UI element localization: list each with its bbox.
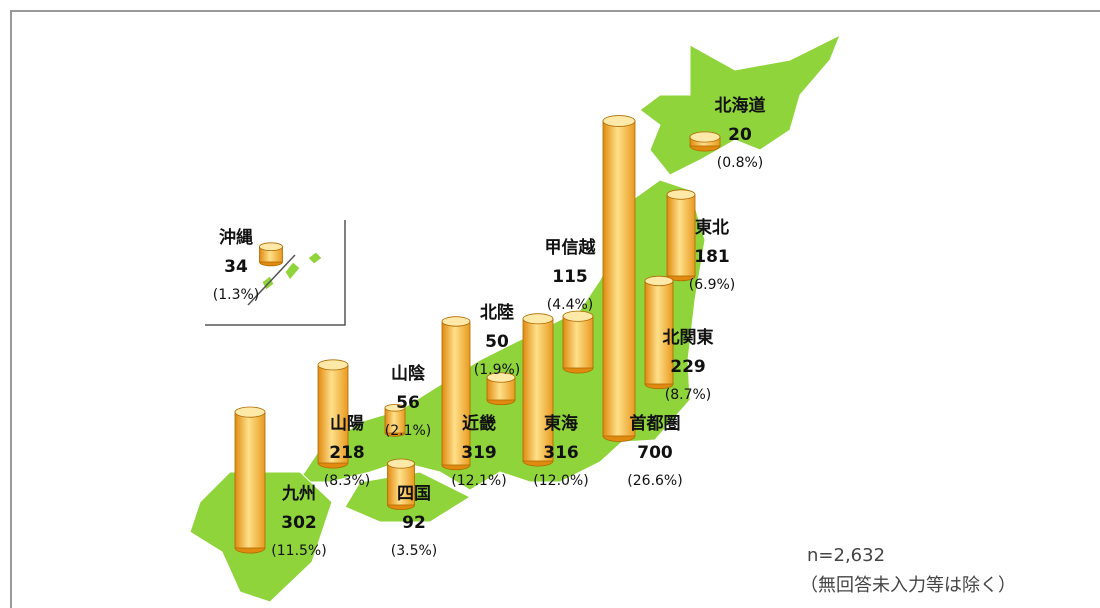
share-label: (12.1%) bbox=[451, 473, 506, 489]
region-name: 北関東 bbox=[663, 327, 714, 348]
bar-cap bbox=[602, 115, 636, 127]
value-label: 218 bbox=[329, 443, 365, 463]
bar-cap bbox=[689, 131, 721, 143]
bar bbox=[522, 318, 554, 462]
share-label: (26.6%) bbox=[627, 473, 682, 489]
share-label: (2.1%) bbox=[385, 423, 432, 439]
share-label: (12.0%) bbox=[533, 473, 588, 489]
share-label: (8.3%) bbox=[324, 473, 371, 489]
bar bbox=[602, 120, 636, 437]
region-name: 山陽 bbox=[330, 414, 364, 434]
value-label: 316 bbox=[543, 443, 579, 463]
bar-cap bbox=[317, 359, 349, 371]
value-label: 20 bbox=[728, 125, 752, 145]
bar-cap bbox=[387, 458, 415, 469]
bar bbox=[666, 194, 696, 277]
region-name: 沖縄 bbox=[219, 227, 253, 248]
bar-cap bbox=[522, 313, 554, 325]
bar-cap bbox=[384, 403, 406, 412]
region-name: 近畿 bbox=[462, 413, 496, 434]
region-name: 北海道 bbox=[715, 95, 766, 116]
value-label: 181 bbox=[694, 247, 730, 267]
region-name: 九州 bbox=[281, 484, 316, 504]
share-label: (6.9%) bbox=[689, 277, 736, 293]
bar bbox=[562, 315, 594, 369]
note: （無回答未入力等は除く） bbox=[800, 575, 1016, 596]
value-label: 700 bbox=[637, 443, 673, 463]
region-name: 甲信越 bbox=[545, 237, 597, 258]
value-label: 34 bbox=[224, 257, 248, 277]
frame bbox=[10, 10, 1100, 608]
share-label: (1.3%) bbox=[213, 287, 260, 303]
bar bbox=[234, 411, 266, 549]
bar-cap bbox=[234, 406, 266, 418]
value-label: 50 bbox=[485, 332, 509, 352]
share-label: (4.4%) bbox=[547, 297, 594, 313]
bar bbox=[317, 364, 349, 464]
bar bbox=[644, 280, 674, 385]
share-label: (8.7%) bbox=[665, 387, 712, 403]
okinawa-inset bbox=[205, 220, 346, 326]
share-label: (1.9%) bbox=[474, 362, 521, 378]
bar-cap bbox=[562, 310, 594, 322]
sample-size: n=2,632 bbox=[807, 545, 885, 566]
value-label: 92 bbox=[402, 513, 426, 533]
region-name: 東海 bbox=[544, 413, 578, 434]
value-label: 319 bbox=[461, 443, 497, 463]
value-label: 56 bbox=[396, 393, 420, 413]
bar-cap bbox=[441, 316, 471, 327]
region-name: 東北 bbox=[695, 217, 729, 238]
bar-cap bbox=[486, 372, 516, 383]
region-name: 四国 bbox=[397, 484, 431, 504]
region-name: 北陸 bbox=[480, 302, 514, 323]
share-label: (11.5%) bbox=[271, 543, 326, 559]
region-name: 山陰 bbox=[391, 363, 426, 384]
value-label: 115 bbox=[552, 267, 588, 287]
share-label: (0.8%) bbox=[717, 155, 764, 171]
region-name: 首都圏 bbox=[630, 413, 681, 434]
bar-cap bbox=[644, 275, 674, 287]
bar-cap bbox=[666, 189, 696, 200]
share-label: (3.5%) bbox=[391, 543, 438, 559]
value-label: 229 bbox=[670, 357, 706, 377]
value-label: 302 bbox=[281, 513, 317, 533]
bar-cap bbox=[259, 242, 283, 252]
